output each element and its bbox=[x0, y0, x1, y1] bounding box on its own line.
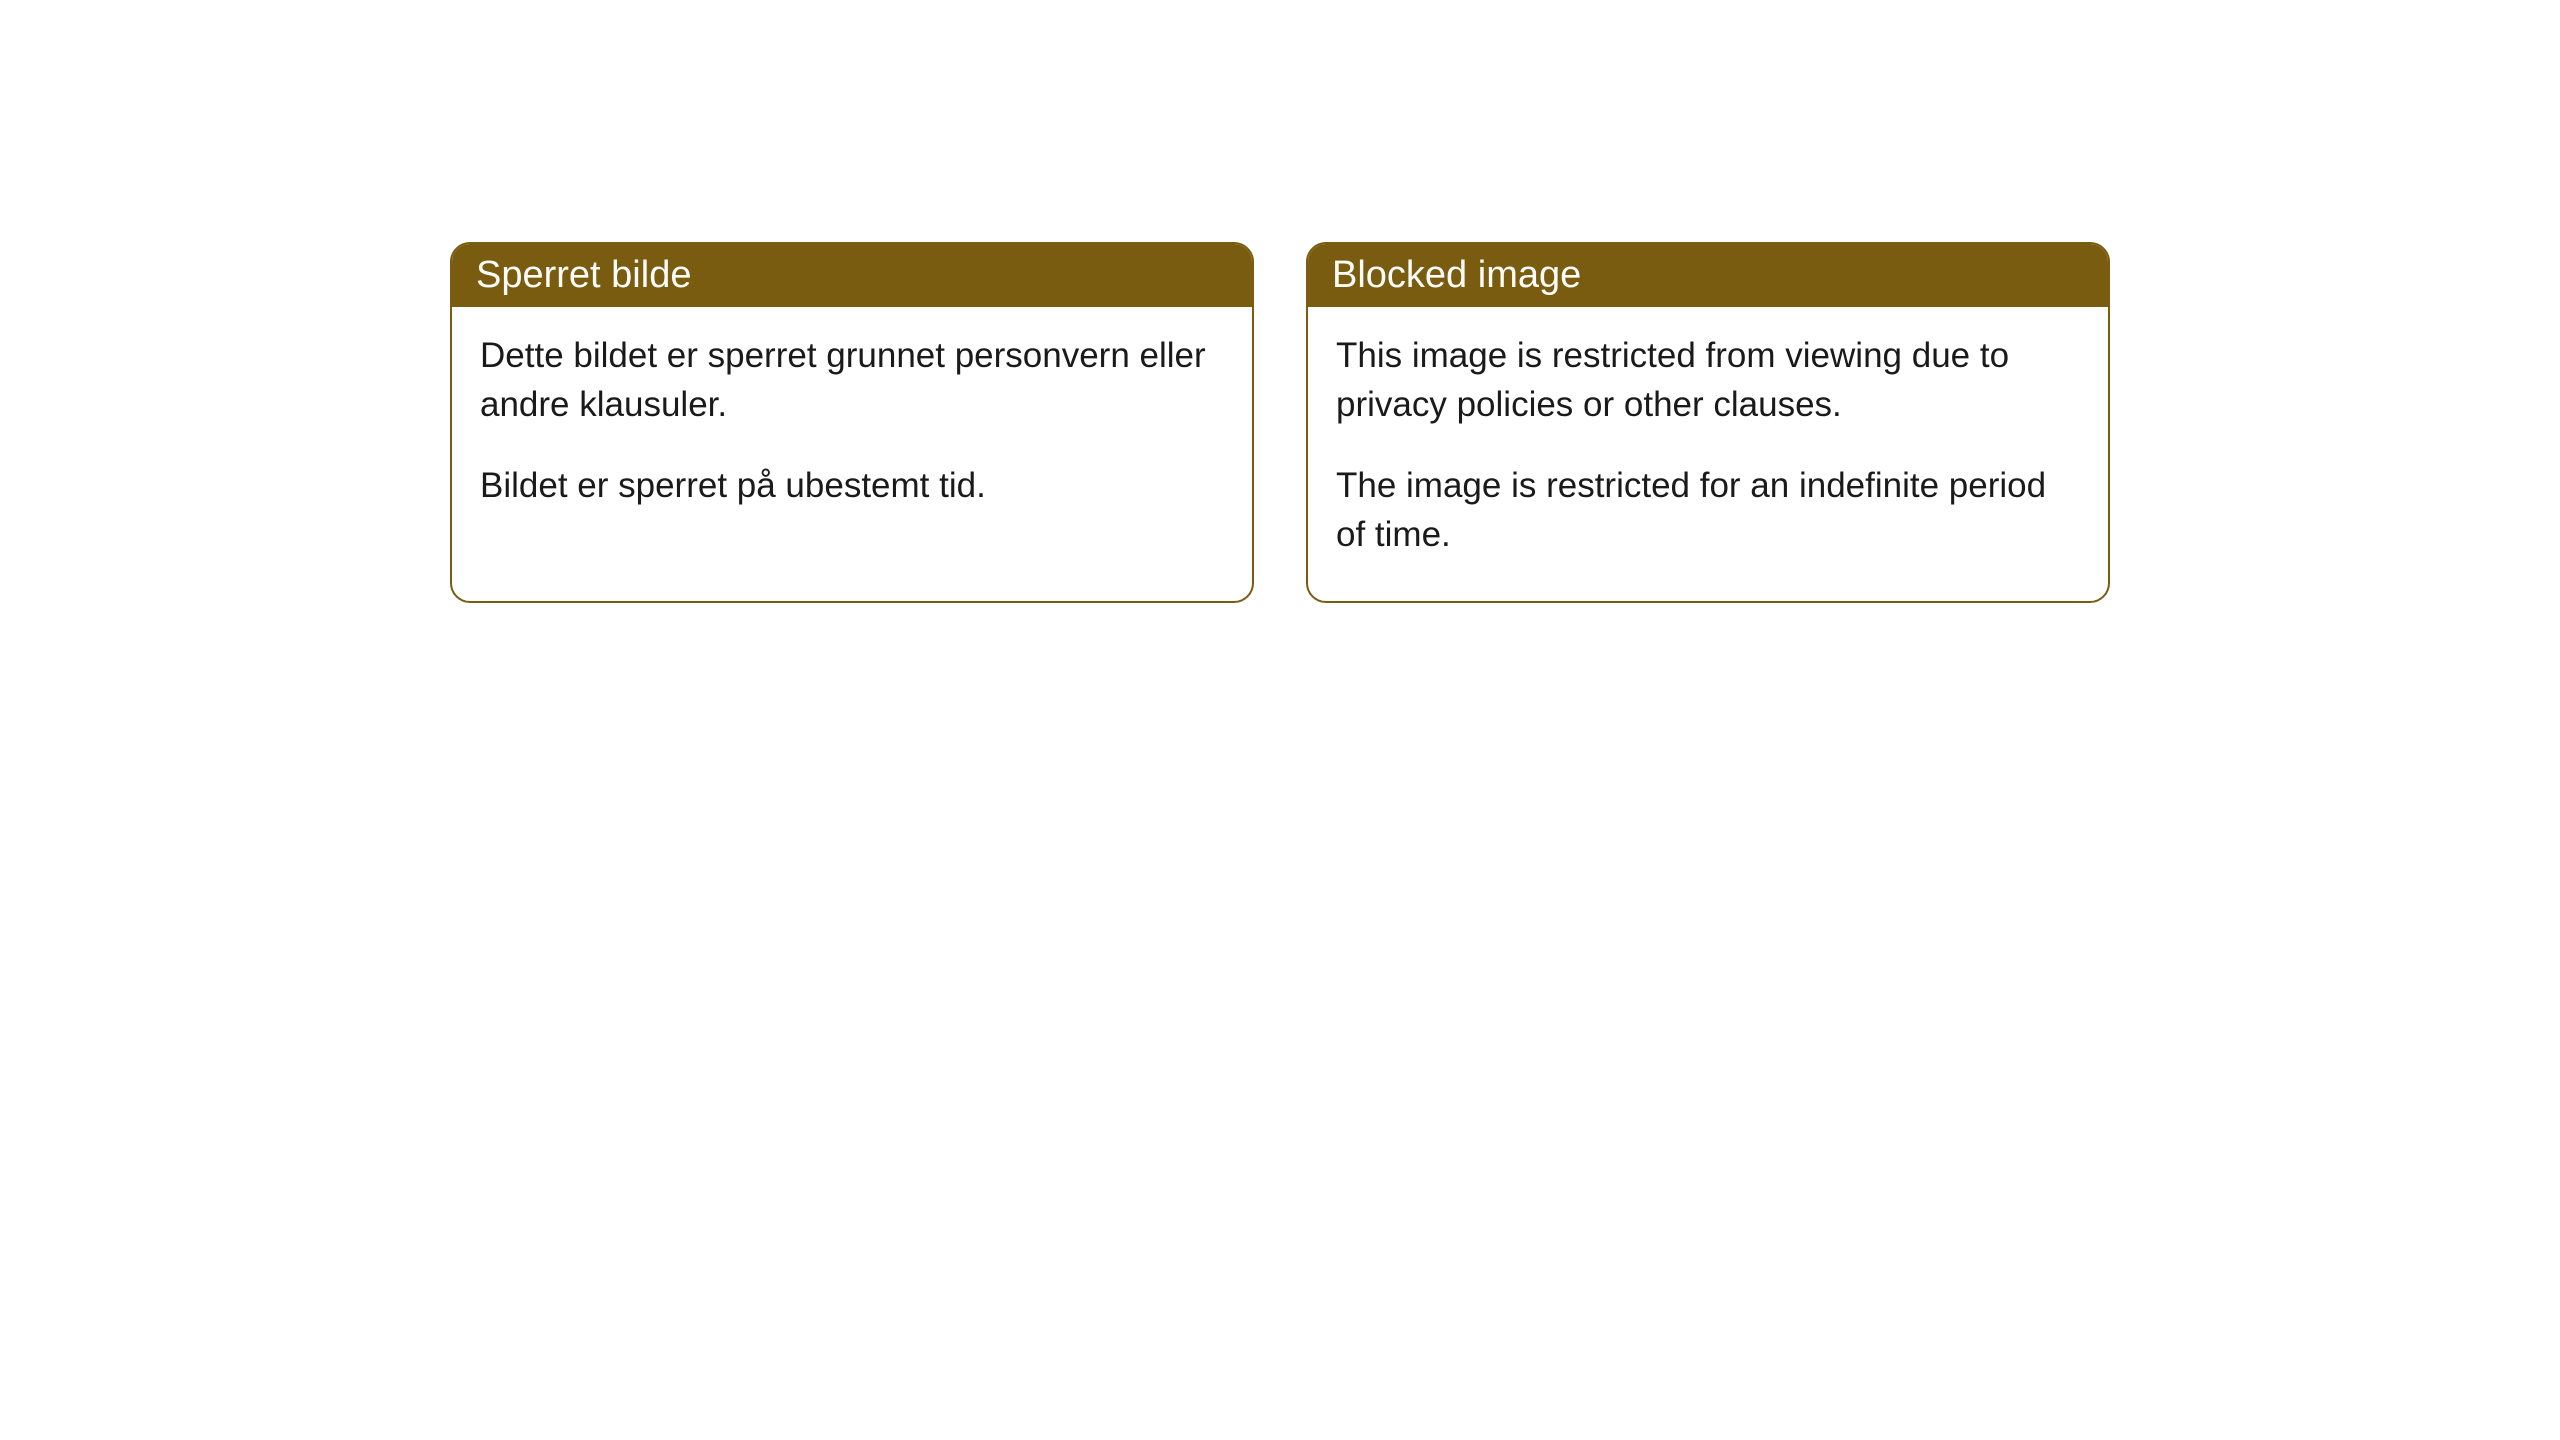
blocked-image-card-norwegian: Sperret bilde Dette bildet er sperret gr… bbox=[450, 242, 1254, 603]
card-text-english-1: This image is restricted from viewing du… bbox=[1336, 331, 2080, 429]
card-header-norwegian: Sperret bilde bbox=[452, 244, 1252, 307]
blocked-image-card-english: Blocked image This image is restricted f… bbox=[1306, 242, 2110, 603]
card-text-english-2: The image is restricted for an indefinit… bbox=[1336, 461, 2080, 559]
card-header-english: Blocked image bbox=[1308, 244, 2108, 307]
card-body-norwegian: Dette bildet er sperret grunnet personve… bbox=[452, 307, 1252, 552]
card-text-norwegian-2: Bildet er sperret på ubestemt tid. bbox=[480, 461, 1224, 510]
card-body-english: This image is restricted from viewing du… bbox=[1308, 307, 2108, 601]
card-text-norwegian-1: Dette bildet er sperret grunnet personve… bbox=[480, 331, 1224, 429]
notice-cards-container: Sperret bilde Dette bildet er sperret gr… bbox=[450, 242, 2110, 603]
